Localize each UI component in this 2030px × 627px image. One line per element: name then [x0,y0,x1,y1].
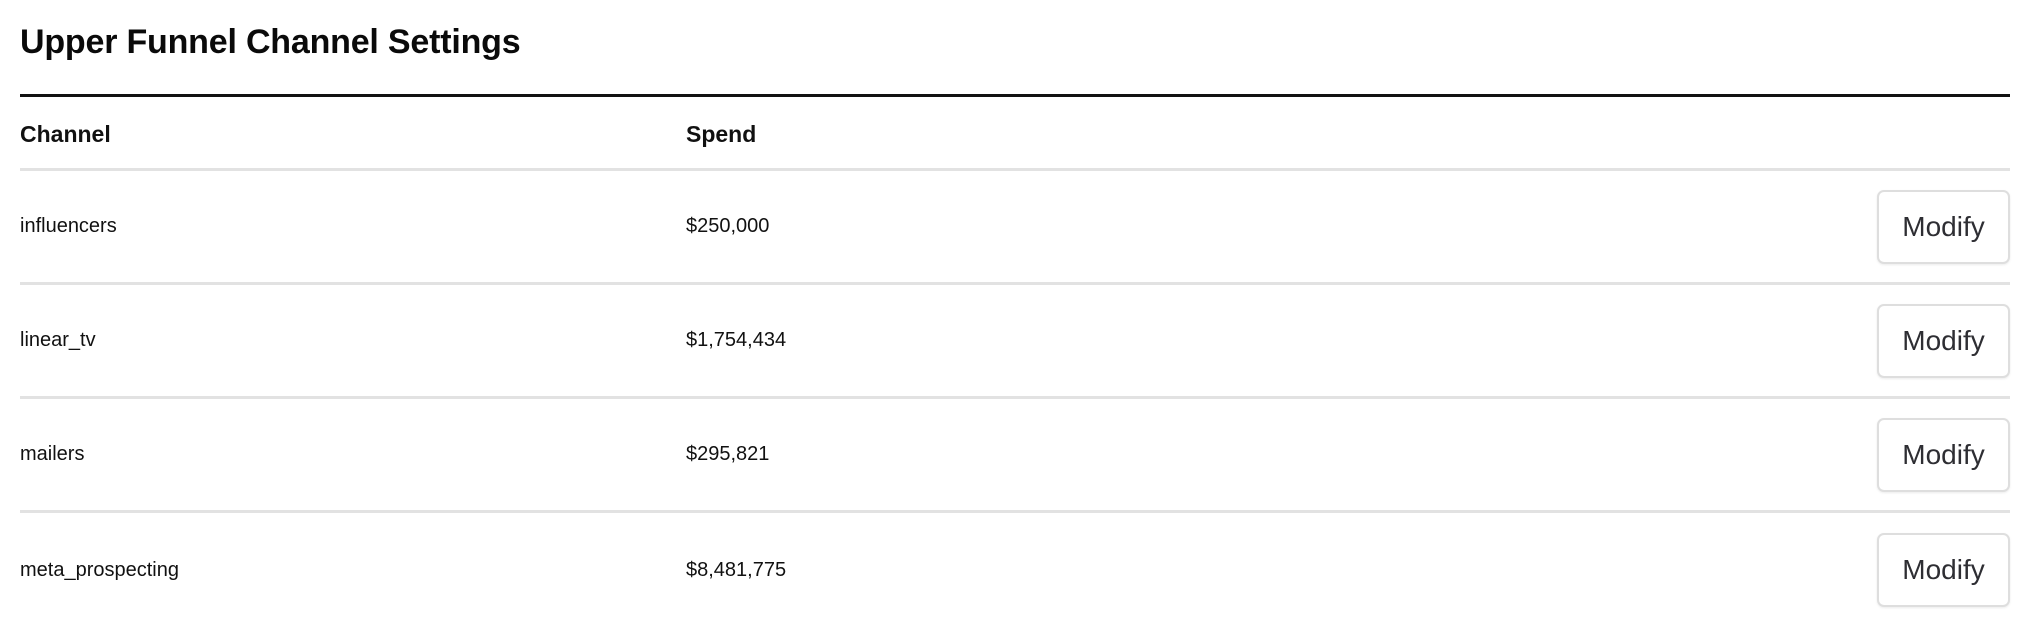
spend-cell: $1,754,434 [686,329,787,351]
table-row: mailers $295,821 Modify [20,399,2010,513]
table-row: linear_tv $1,754,434 Modify [20,285,2010,399]
channel-cell: influencers [20,215,117,237]
modify-button[interactable]: Modify [1877,303,2010,378]
spend-cell: $8,481,775 [686,558,787,581]
spend-cell: $295,821 [686,443,770,465]
action-cell: Modify [1877,189,2010,264]
table-row: meta_prospecting $8,481,775 Modify [20,513,2010,627]
action-cell: Modify [1877,533,2010,607]
title-divider [20,94,2010,97]
action-cell: Modify [1877,303,2010,378]
column-header-channel: Channel [20,121,111,147]
channel-cell: mailers [20,443,85,465]
modify-button[interactable]: Modify [1877,417,2010,492]
table-row: influencers $250,000 Modify [20,171,2010,285]
table-header-row: Channel Spend [20,97,2010,171]
column-header-spend: Spend [686,121,757,147]
channel-table: Channel Spend influencers $250,000 Modif… [20,97,2010,627]
modify-button[interactable]: Modify [1877,189,2010,264]
channel-cell: linear_tv [20,329,96,351]
page-title: Upper Funnel Channel Settings [20,23,521,61]
spend-cell: $250,000 [686,215,770,237]
action-cell: Modify [1877,417,2010,492]
channel-cell: meta_prospecting [20,558,179,581]
modify-button[interactable]: Modify [1877,533,2010,607]
